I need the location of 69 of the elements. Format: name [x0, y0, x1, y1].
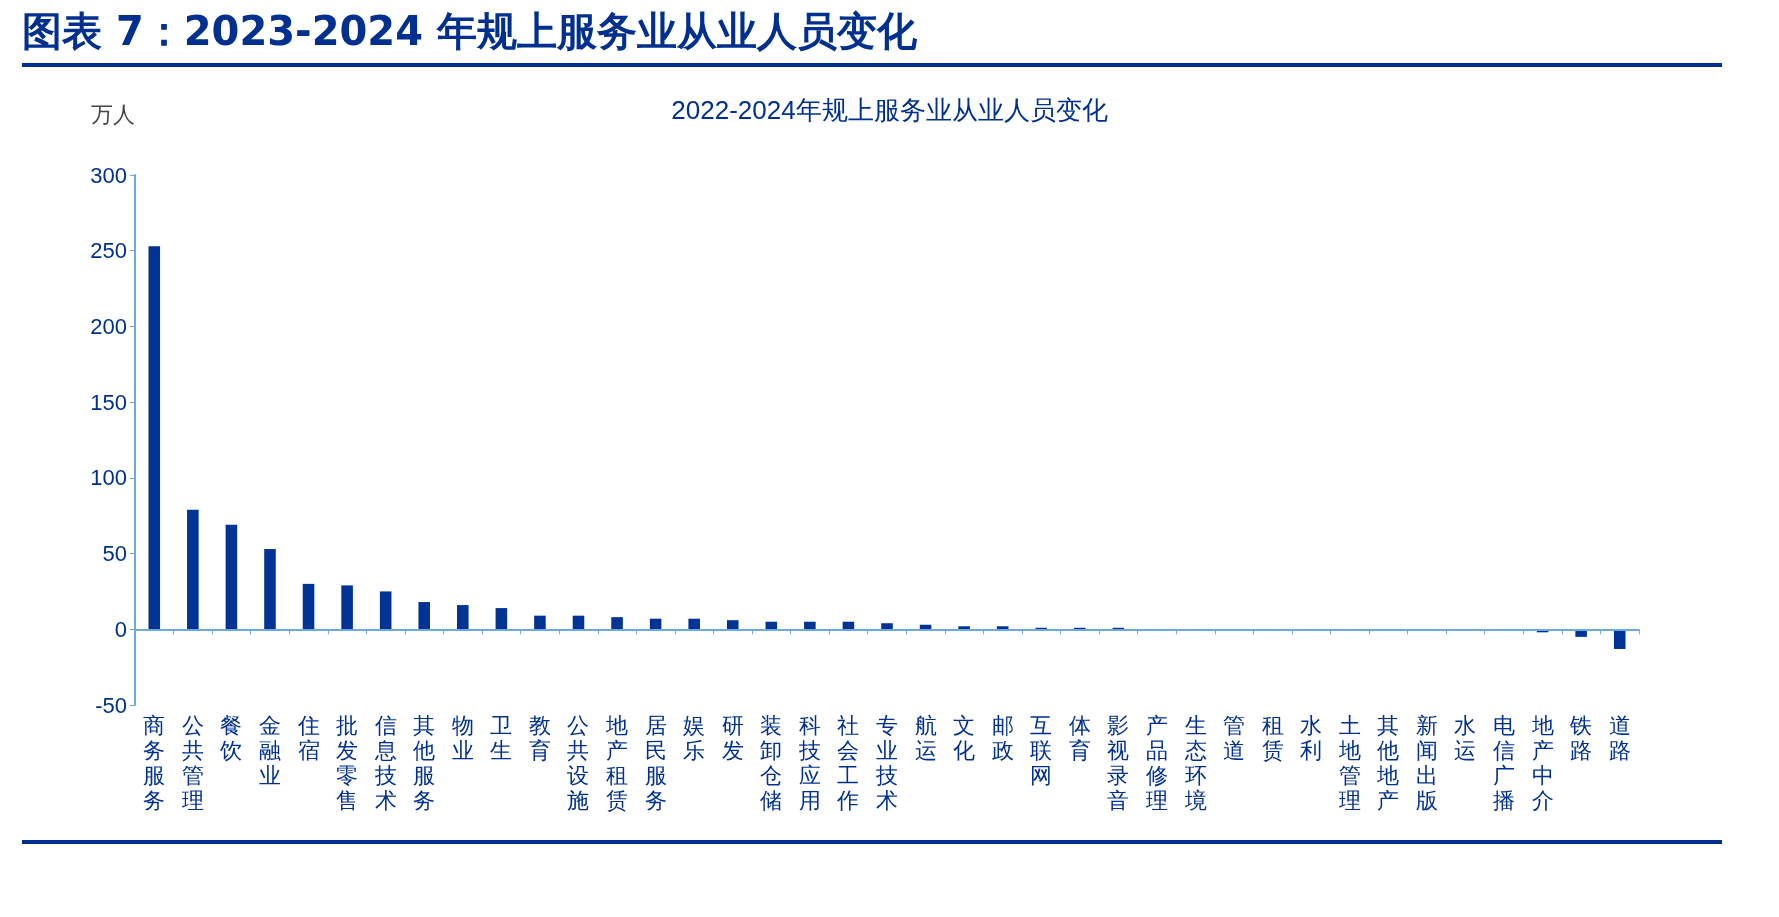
bar [495, 608, 508, 630]
bar [726, 620, 739, 630]
x-tick-label: 其他地产 [1376, 713, 1400, 813]
x-tick-label: 邮政 [991, 713, 1014, 763]
bar [379, 591, 392, 630]
x-tick-label: 水利 [1300, 713, 1323, 763]
x-tick-label: 生态环境 [1183, 713, 1207, 813]
x-tick-label: 其他服务 [413, 713, 436, 813]
x-tick-label: 影视录音 [1107, 713, 1130, 813]
x-tick-label: 卫生 [490, 713, 513, 763]
x-tick-label: 道路 [1608, 713, 1631, 763]
bar [572, 615, 585, 630]
bar [225, 524, 238, 630]
bar [611, 617, 623, 630]
y-tick-label: 0 [114, 616, 127, 642]
x-tick-label: 社会工作 [836, 713, 860, 813]
y-axis-title: 万人 [91, 101, 135, 127]
x-tick-label: 信息技术 [373, 713, 397, 813]
bar [264, 549, 276, 630]
y-tick-label: 150 [90, 389, 127, 415]
x-tick-label: 新闻出版 [1415, 713, 1438, 813]
x-tick-label: 电信广播 [1493, 713, 1516, 813]
x-tick-label: 装卸仓储 [760, 713, 783, 813]
x-tick-label: 研发 [721, 713, 744, 763]
y-tick-label: 50 [102, 541, 127, 567]
x-tick-label: 地产租赁 [605, 713, 629, 813]
x-tick-label: 水运 [1454, 713, 1477, 763]
bar [688, 618, 700, 630]
bar [534, 615, 546, 630]
x-tick-label: 科技应用 [797, 713, 821, 813]
x-tick-label: 商务服务 [143, 713, 166, 813]
x-tick-label: 物业 [451, 713, 474, 763]
bar [418, 602, 431, 630]
x-tick-label: 互联网 [1030, 713, 1053, 788]
bar [996, 626, 1009, 630]
bar [148, 246, 161, 630]
x-tick-label: 居民服务 [644, 713, 667, 813]
x-tick-label: 地产中介 [1530, 713, 1554, 813]
bar [958, 626, 970, 630]
bar [341, 585, 353, 630]
x-tick-label: 文化 [953, 713, 976, 763]
x-tick-label: 批发零售 [336, 713, 359, 813]
x-tick-label: 公共设施 [567, 713, 590, 813]
x-tick-label: 公共管理 [181, 713, 204, 813]
y-tick-label: 100 [90, 465, 127, 491]
x-tick-label: 体育 [1068, 713, 1091, 763]
x-tick-label: 金融业 [258, 713, 281, 788]
y-tick-label: 250 [90, 238, 127, 264]
y-tick-label: 200 [90, 313, 127, 339]
x-tick-label: 产品修理 [1145, 713, 1168, 813]
x-tick-label: 专业技术 [875, 713, 898, 813]
x-tick-label: 住宿 [296, 713, 320, 763]
y-tick-label: 300 [90, 162, 127, 188]
chart-subtitle: 2022-2024年规上服务业从业人员变化 [671, 95, 1108, 125]
x-tick-label: 餐饮 [219, 713, 243, 763]
x-tick-label: 娱乐 [683, 713, 706, 763]
chart-title: 图表 7：2023-2024 年规上服务业从业人员变化 [22, 4, 1722, 67]
bar [881, 623, 893, 630]
y-tick-label: -50 [95, 692, 127, 718]
x-tick-label: 教育 [528, 713, 551, 763]
x-tick-label: 土地管理 [1337, 713, 1361, 813]
bar [804, 621, 816, 630]
bar [187, 509, 199, 630]
x-tick-label: 管道 [1223, 713, 1246, 763]
bar [302, 583, 315, 630]
x-tick-label: 租赁 [1261, 713, 1284, 763]
bar [457, 605, 469, 630]
x-tick-label: 铁路 [1569, 713, 1593, 763]
x-tick-label: 航运 [914, 713, 937, 763]
